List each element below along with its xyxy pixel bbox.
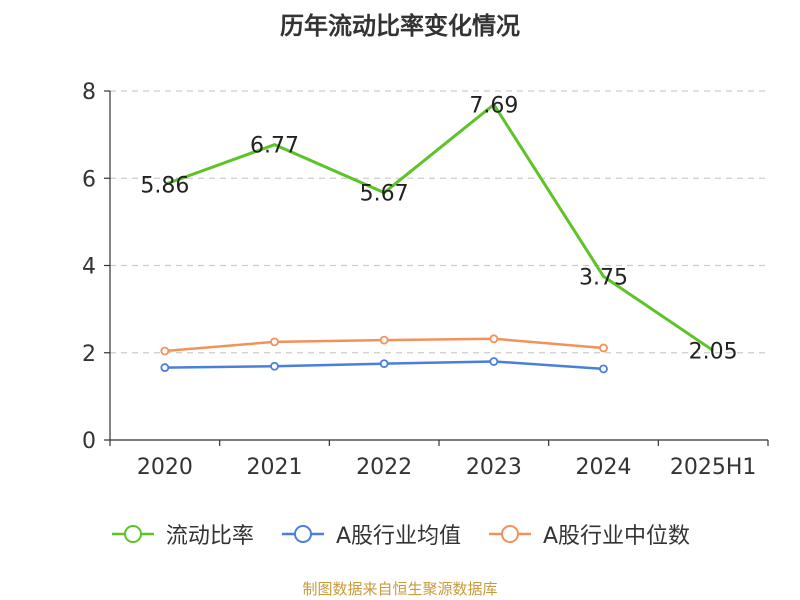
legend-label: 流动比率 xyxy=(165,524,254,549)
legend: 流动比率 A股行业均值 A股行业中位数 xyxy=(0,518,800,550)
y-tick-label: 2 xyxy=(82,342,96,367)
x-tick-label: 2020 xyxy=(137,455,193,480)
series xyxy=(160,103,715,374)
data-point[interactable] xyxy=(270,361,279,371)
legend-item-current-ratio[interactable]: 流动比率 xyxy=(110,518,254,550)
data-point[interactable] xyxy=(160,363,170,372)
data-label: 5.67 xyxy=(360,182,409,207)
data-point[interactable] xyxy=(379,335,389,345)
y-tick-label: 4 xyxy=(82,255,96,280)
data-point[interactable] xyxy=(489,357,499,366)
data-point[interactable] xyxy=(599,343,608,353)
x-tick-label: 2021 xyxy=(247,455,303,480)
x-tick-label: 2025H1 xyxy=(670,455,757,480)
x-tick-label: 2024 xyxy=(576,455,632,480)
data-label: 7.69 xyxy=(469,94,518,119)
source-note: 制图数据来自恒生聚源数据库 xyxy=(302,580,498,598)
legend-item-industry-mean[interactable]: A股行业均值 xyxy=(280,518,461,550)
data-labels: 5.86 6.77 5.67 7.69 3.75 2.05 xyxy=(140,94,737,365)
data-point[interactable] xyxy=(599,364,608,374)
x-tick-label: 2022 xyxy=(356,455,412,480)
data-label: 3.75 xyxy=(579,265,628,290)
data-point[interactable] xyxy=(379,359,389,369)
legend-current-ratio-swatch xyxy=(111,525,154,543)
series-line-0 xyxy=(164,103,715,352)
y-tick-label: 8 xyxy=(82,80,96,105)
data-point[interactable] xyxy=(489,334,499,344)
legend-label: A股行业中位数 xyxy=(543,524,691,549)
legend-industry-mean-swatch xyxy=(281,525,324,543)
data-point[interactable] xyxy=(270,337,279,347)
legend-industry-median-swatch xyxy=(489,525,531,543)
data-label: 2.05 xyxy=(689,340,738,365)
y-tick-label: 0 xyxy=(82,429,96,454)
data-label: 5.86 xyxy=(140,173,189,198)
chart-title: 历年流动比率变化情况 xyxy=(280,12,520,40)
legend-label: A股行业均值 xyxy=(335,524,461,549)
axes: 0 2 4 6 8 2020 2021 2022 2023 2024 2025H1 xyxy=(82,80,769,480)
data-point[interactable] xyxy=(160,346,170,356)
x-tick-label: 2023 xyxy=(466,455,522,480)
grid-lines xyxy=(110,90,768,354)
y-tick-label: 6 xyxy=(82,167,96,192)
data-label: 6.77 xyxy=(250,134,299,159)
legend-item-industry-median[interactable]: A股行业中位数 xyxy=(487,518,690,550)
